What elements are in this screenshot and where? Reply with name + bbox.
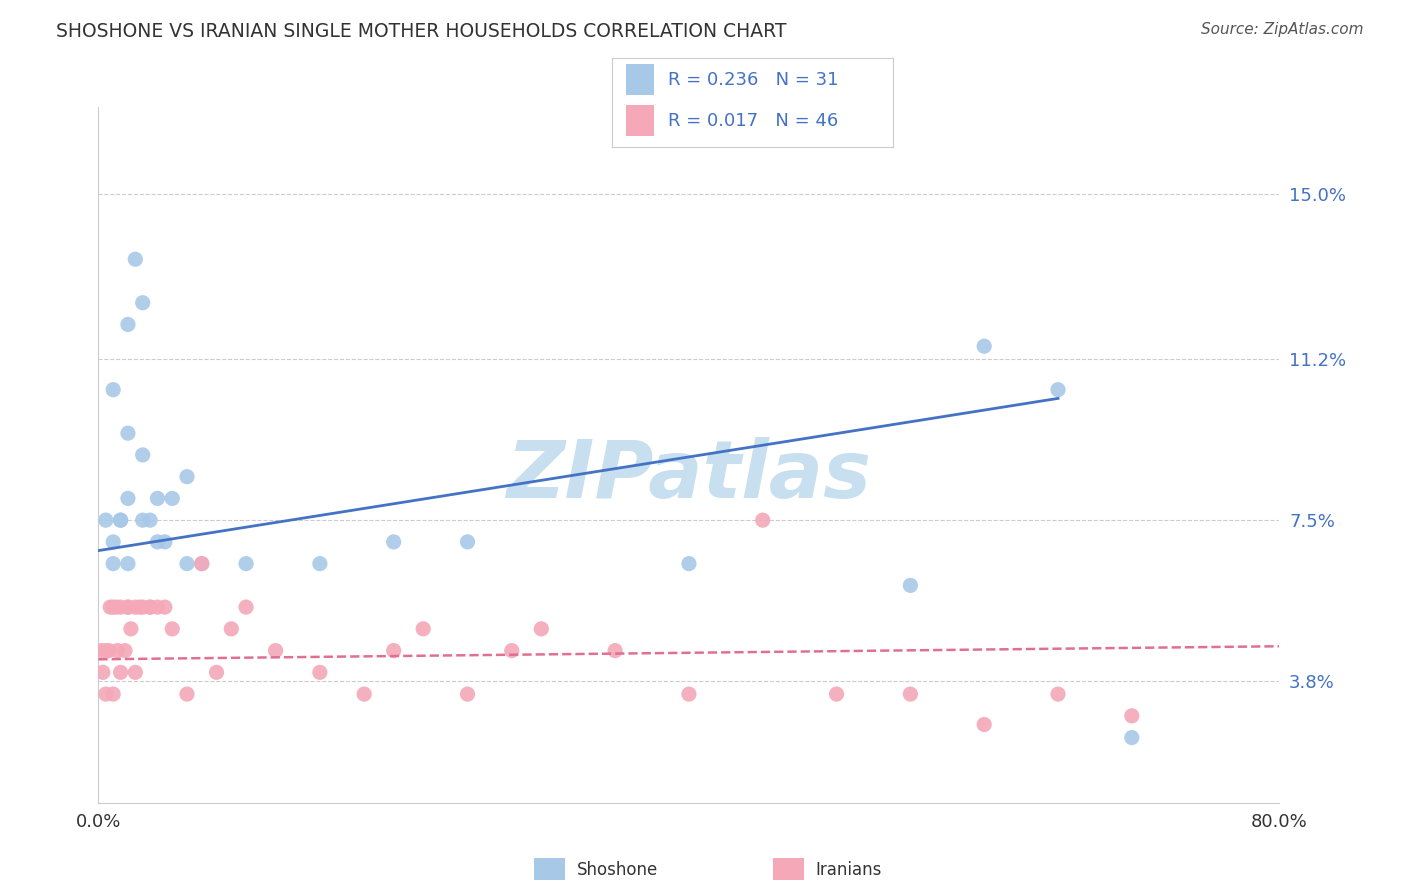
Point <box>162 491 183 506</box>
Point <box>678 687 700 701</box>
Point <box>162 622 183 636</box>
Point <box>146 491 169 506</box>
Point <box>117 600 139 615</box>
FancyBboxPatch shape <box>626 105 654 136</box>
Point <box>1121 708 1143 723</box>
Point <box>153 534 176 549</box>
Point <box>117 557 139 571</box>
Point <box>973 717 995 731</box>
Text: Shoshone: Shoshone <box>576 861 658 879</box>
Point <box>146 600 169 615</box>
Point <box>110 513 132 527</box>
Point <box>501 643 523 657</box>
Point <box>132 513 155 527</box>
Point <box>530 622 553 636</box>
Point <box>139 600 162 615</box>
Point <box>176 687 198 701</box>
Point <box>117 318 139 332</box>
Point <box>94 643 117 657</box>
Point <box>110 665 132 680</box>
Point <box>176 469 198 483</box>
Point <box>221 622 243 636</box>
Point <box>110 600 132 615</box>
Text: R = 0.236   N = 31: R = 0.236 N = 31 <box>668 70 838 89</box>
Point <box>412 622 434 636</box>
Point <box>132 600 155 615</box>
Point <box>124 252 146 267</box>
Point <box>456 534 478 549</box>
Point <box>120 622 142 636</box>
Point <box>117 426 139 441</box>
Point <box>1121 731 1143 745</box>
Point <box>191 557 214 571</box>
Point <box>264 643 287 657</box>
Point <box>103 557 125 571</box>
Point <box>605 643 627 657</box>
Point <box>94 687 117 701</box>
Point <box>235 600 257 615</box>
Point <box>124 600 146 615</box>
Point <box>309 665 332 680</box>
Point <box>382 643 405 657</box>
Point <box>107 643 129 657</box>
Point <box>353 687 375 701</box>
Point <box>751 513 773 527</box>
Point <box>382 534 405 549</box>
Point <box>132 448 155 462</box>
Point <box>139 600 162 615</box>
Point <box>309 557 332 571</box>
Text: SHOSHONE VS IRANIAN SINGLE MOTHER HOUSEHOLDS CORRELATION CHART: SHOSHONE VS IRANIAN SINGLE MOTHER HOUSEH… <box>56 22 787 41</box>
Point <box>825 687 848 701</box>
Point <box>110 513 132 527</box>
Point <box>176 557 198 571</box>
Point <box>900 578 922 592</box>
Point <box>103 687 125 701</box>
Point <box>456 687 478 701</box>
Text: R = 0.017   N = 46: R = 0.017 N = 46 <box>668 112 838 130</box>
Point <box>98 600 121 615</box>
Point <box>973 339 995 353</box>
Point <box>91 665 114 680</box>
Point <box>132 295 155 310</box>
Point <box>94 513 117 527</box>
FancyBboxPatch shape <box>626 64 654 95</box>
Point <box>1046 687 1069 701</box>
Point <box>105 600 128 615</box>
Point <box>124 665 146 680</box>
Point <box>103 383 125 397</box>
Point <box>117 491 139 506</box>
Point <box>153 600 176 615</box>
Point <box>235 557 257 571</box>
Text: ZIPatlas: ZIPatlas <box>506 437 872 515</box>
Text: Iranians: Iranians <box>815 861 882 879</box>
Point <box>97 643 120 657</box>
Text: Source: ZipAtlas.com: Source: ZipAtlas.com <box>1201 22 1364 37</box>
Point <box>103 534 125 549</box>
Point <box>191 557 214 571</box>
Point <box>1046 383 1069 397</box>
Point <box>117 600 139 615</box>
Point <box>90 643 112 657</box>
Point <box>139 513 162 527</box>
Point <box>900 687 922 701</box>
Point <box>205 665 228 680</box>
Point <box>103 600 125 615</box>
Point <box>128 600 150 615</box>
Point <box>114 643 136 657</box>
Point <box>146 534 169 549</box>
Point <box>678 557 700 571</box>
